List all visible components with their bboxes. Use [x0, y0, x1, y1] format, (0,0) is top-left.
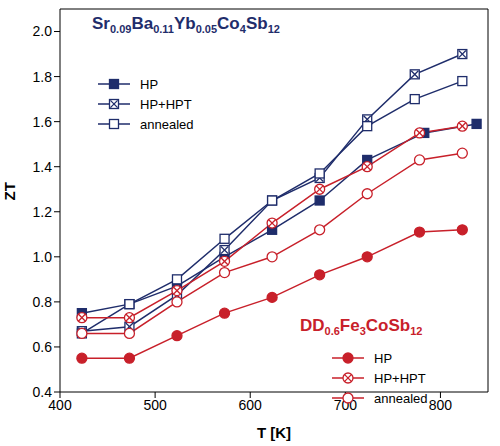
svg-text:1.4: 1.4	[33, 159, 53, 175]
html-text:DD0.6Fe3CoSb12: DD0.6Fe3CoSb12	[300, 316, 423, 338]
html-text:HP+HPT: HP+HPT	[374, 370, 426, 386]
svg-text:700: 700	[333, 396, 357, 413]
html-text:HP: HP	[374, 350, 393, 366]
svg-text:500: 500	[143, 397, 167, 413]
svg-text:400: 400	[48, 396, 72, 413]
svg-text:ZT: ZT	[8, 182, 18, 200]
html-text:annealed: annealed	[374, 390, 428, 406]
svg-text:1.0: 1.0	[33, 249, 53, 265]
svg-text:0.8: 0.8	[33, 294, 53, 310]
svg-text:800: 800	[429, 397, 453, 413]
svg-text:2.0: 2.0	[33, 23, 53, 39]
svg-text:1.8: 1.8	[33, 69, 53, 85]
svg-text:600: 600	[239, 397, 263, 413]
html-text:HP: HP	[140, 76, 159, 92]
svg-text:1.6: 1.6	[33, 114, 53, 130]
html-text:Sr0.09Ba0.11Yb0.05Co4Sb12: Sr0.09Ba0.11Yb0.05Co4Sb12	[92, 14, 280, 36]
html-text:annealed: annealed	[140, 116, 194, 132]
svg-text:1.2: 1.2	[33, 204, 53, 220]
html-text:HP+HPT: HP+HPT	[140, 96, 192, 112]
svg-text:0.6: 0.6	[33, 339, 53, 355]
svg-text:0.4: 0.4	[33, 384, 53, 400]
svg-text:T [K]: T [K]	[257, 424, 291, 441]
